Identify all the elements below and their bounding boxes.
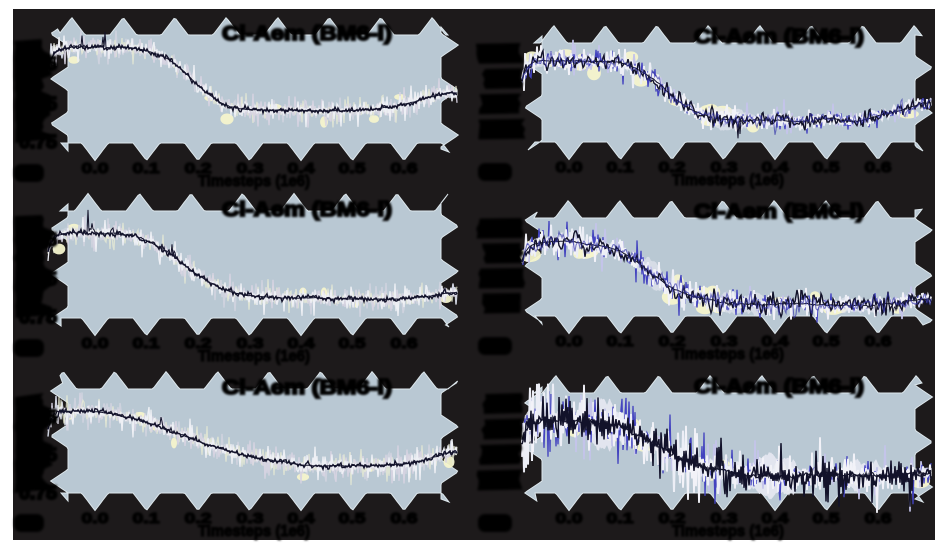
svg-text:0.4: 0.4: [288, 160, 316, 177]
svg-text:0.4: 0.4: [288, 510, 316, 527]
svg-text:0.0: 0.0: [556, 510, 583, 527]
svg-text:0.75: 0.75: [19, 307, 57, 327]
svg-text:Cl-Aem (BM6-l): Cl-Aem (BM6-l): [222, 199, 392, 221]
svg-text:0.6: 0.6: [391, 160, 418, 177]
svg-text:0.5: 0.5: [339, 335, 366, 352]
svg-text:0.0: 0.0: [556, 159, 583, 176]
svg-text:0.5: 0.5: [813, 159, 840, 176]
svg-text:Timesteps (1e6): Timesteps (1e6): [672, 523, 784, 540]
svg-text:0.6: 0.6: [391, 335, 418, 352]
svg-text:0.3: 0.3: [237, 160, 264, 177]
svg-text:Timesteps (1e6): Timesteps (1e6): [672, 346, 784, 363]
svg-text:0.0: 0.0: [556, 333, 583, 350]
svg-text:0.1: 0.1: [607, 510, 634, 527]
svg-text:0.1: 0.1: [133, 160, 160, 177]
svg-text:0.3: 0.3: [711, 333, 738, 350]
svg-text:0.4: 0.4: [288, 335, 316, 352]
svg-text:0.4: 0.4: [762, 159, 790, 176]
svg-text:0.2: 0.2: [185, 510, 212, 527]
svg-text:0.2: 0.2: [185, 160, 212, 177]
svg-text:0.75: 0.75: [19, 483, 57, 503]
svg-text:Cl-Aem (BM6-l): Cl-Aem (BM6-l): [222, 23, 392, 45]
svg-text:0.5: 0.5: [339, 510, 366, 527]
svg-text:Cl-Aem (BM6-l): Cl-Aem (BM6-l): [694, 201, 864, 223]
svg-text:0.1: 0.1: [133, 510, 160, 527]
svg-text:0.2: 0.2: [185, 335, 212, 352]
svg-text:0.75: 0.75: [19, 445, 57, 465]
svg-text:0.5: 0.5: [339, 160, 366, 177]
svg-text:0.3: 0.3: [237, 510, 264, 527]
svg-text:0.6: 0.6: [865, 159, 892, 176]
svg-text:0.75: 0.75: [19, 54, 57, 74]
svg-text:0.2: 0.2: [659, 510, 686, 527]
svg-text:Timesteps (1e6): Timesteps (1e6): [198, 523, 310, 540]
svg-text:0.3: 0.3: [711, 159, 738, 176]
svg-text:0.5: 0.5: [813, 333, 840, 350]
svg-text:0.75: 0.75: [19, 94, 57, 114]
svg-text:0.4: 0.4: [762, 333, 790, 350]
svg-text:Cl-Aem (BM6-l): Cl-Aem (BM6-l): [694, 376, 864, 398]
svg-text:0.75: 0.75: [19, 269, 57, 289]
svg-text:0.75: 0.75: [19, 132, 57, 152]
svg-text:Timesteps (1e6): Timesteps (1e6): [198, 173, 310, 190]
svg-text:0.5: 0.5: [813, 510, 840, 527]
svg-text:0.3: 0.3: [711, 510, 738, 527]
svg-text:0.2: 0.2: [659, 333, 686, 350]
svg-text:0.1: 0.1: [133, 335, 160, 352]
svg-text:0.0: 0.0: [82, 335, 109, 352]
svg-text:0.75: 0.75: [19, 230, 57, 250]
svg-text:Cl-Aem (BM6-l): Cl-Aem (BM6-l): [694, 26, 864, 48]
svg-text:0.3: 0.3: [237, 335, 264, 352]
svg-text:Timesteps (1e6): Timesteps (1e6): [672, 172, 784, 189]
svg-text:Cl-Aem (BM6-l): Cl-Aem (BM6-l): [222, 377, 392, 399]
svg-text:0.6: 0.6: [865, 510, 892, 527]
svg-text:0.75: 0.75: [19, 407, 57, 427]
svg-text:0.1: 0.1: [607, 333, 634, 350]
svg-text:0.0: 0.0: [82, 510, 109, 527]
svg-text:0.0: 0.0: [82, 160, 109, 177]
svg-text:Timesteps (1e6): Timesteps (1e6): [198, 348, 310, 365]
svg-text:0.6: 0.6: [865, 333, 892, 350]
svg-text:0.6: 0.6: [391, 510, 418, 527]
svg-text:0.2: 0.2: [659, 159, 686, 176]
svg-text:0.1: 0.1: [607, 159, 634, 176]
svg-text:0.4: 0.4: [762, 510, 790, 527]
